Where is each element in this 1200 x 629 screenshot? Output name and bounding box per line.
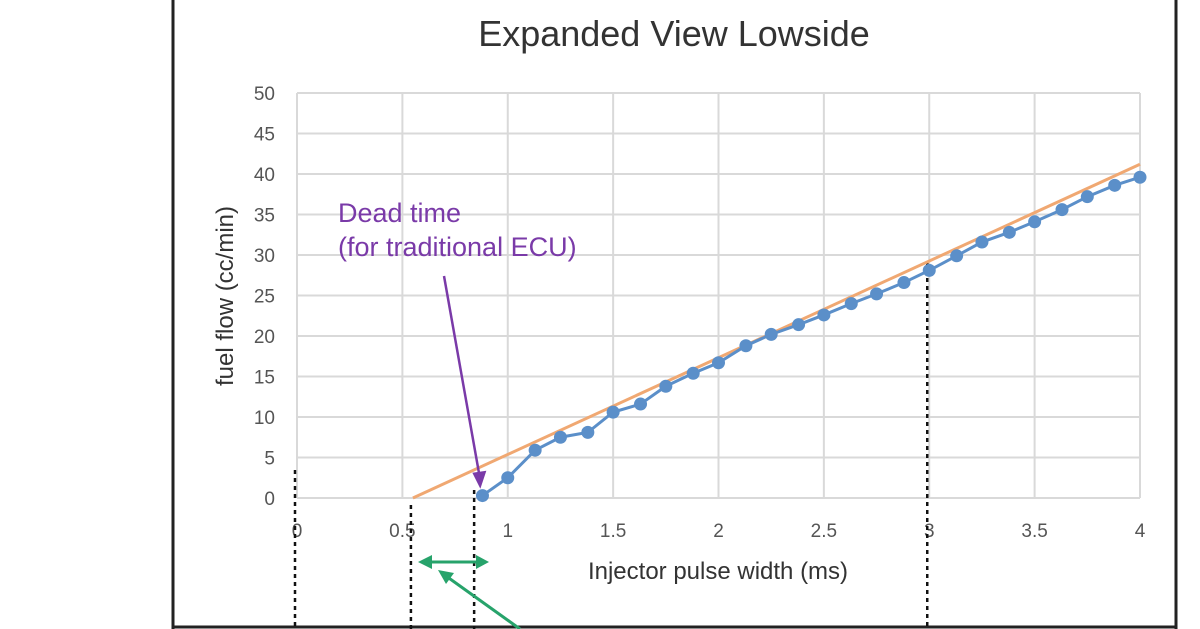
x-tick-label: 2.5 xyxy=(811,521,837,542)
green-pointer-arrow-head xyxy=(438,570,454,584)
data-point xyxy=(764,327,778,341)
annotation-group: Dead time (for traditional ECU) xyxy=(338,198,577,629)
data-point xyxy=(501,471,515,485)
x-tick-label: 4 xyxy=(1135,521,1146,542)
data-point xyxy=(528,443,542,457)
data-point xyxy=(1080,190,1094,204)
x-tick-label: 3.5 xyxy=(1021,521,1047,542)
y-tick-label: 35 xyxy=(254,206,275,227)
data-point xyxy=(792,318,806,332)
x-tick-label: 2 xyxy=(713,521,724,542)
y-tick-label: 0 xyxy=(264,489,275,510)
data-point xyxy=(1133,170,1147,184)
data-point xyxy=(817,308,831,322)
data-point xyxy=(686,366,700,380)
data-point xyxy=(739,339,753,353)
data-point xyxy=(950,249,964,263)
data-point xyxy=(922,263,936,277)
data-point xyxy=(1002,225,1016,239)
data-point xyxy=(1028,215,1042,229)
y-tick-label: 20 xyxy=(254,327,275,348)
annotation-arrow-shaft xyxy=(442,275,482,481)
y-tick-label: 5 xyxy=(264,449,275,470)
x-tick-label: 1.5 xyxy=(600,521,626,542)
data-point xyxy=(1055,203,1069,217)
x-tick-label: 1 xyxy=(502,521,513,542)
y-tick-label: 15 xyxy=(254,368,275,389)
y-tick-label: 40 xyxy=(254,165,275,186)
annotation-text-line: Dead time xyxy=(338,198,461,228)
x-tick-labels: 0 0.5 1 1.5 2 2.5 3 3.5 4 xyxy=(292,521,1146,542)
y-tick-label: 50 xyxy=(254,84,275,105)
data-point xyxy=(1108,178,1122,192)
green-pointer-arrow xyxy=(445,574,521,629)
data-point xyxy=(897,276,911,290)
data-point xyxy=(581,425,595,439)
y-tick-label: 10 xyxy=(254,408,275,429)
series-group xyxy=(412,162,1147,503)
y-tick-label: 45 xyxy=(254,125,275,146)
data-point xyxy=(606,405,620,419)
data-point xyxy=(844,297,858,311)
reference-lines xyxy=(293,262,929,629)
y-axis-title: fuel flow (cc/min) xyxy=(212,206,239,386)
data-point xyxy=(553,430,567,444)
data-point xyxy=(712,356,725,370)
x-axis-title: Injector pulse width (ms) xyxy=(588,558,848,585)
green-arrow-head-right xyxy=(476,555,489,569)
data-point xyxy=(475,489,489,503)
y-tick-label: 25 xyxy=(254,287,275,308)
annotation-arrow-head xyxy=(472,470,487,489)
y-tick-labels: 0 5 10 15 20 25 30 35 40 45 50 xyxy=(254,84,275,510)
grid xyxy=(296,92,1141,499)
x-tick-label: 0 xyxy=(292,521,303,542)
data-point xyxy=(659,379,673,393)
chart-title: Expanded View Lowside xyxy=(478,13,870,54)
data-point xyxy=(870,287,884,301)
green-arrow-head-left xyxy=(418,555,432,569)
y-tick-label: 30 xyxy=(254,246,275,267)
data-point xyxy=(634,397,648,411)
x-tick-label: 0.5 xyxy=(389,521,415,542)
data-point xyxy=(975,235,989,249)
x-tick-label: 3 xyxy=(924,521,935,542)
annotation-text-line: (for traditional ECU) xyxy=(338,232,577,262)
